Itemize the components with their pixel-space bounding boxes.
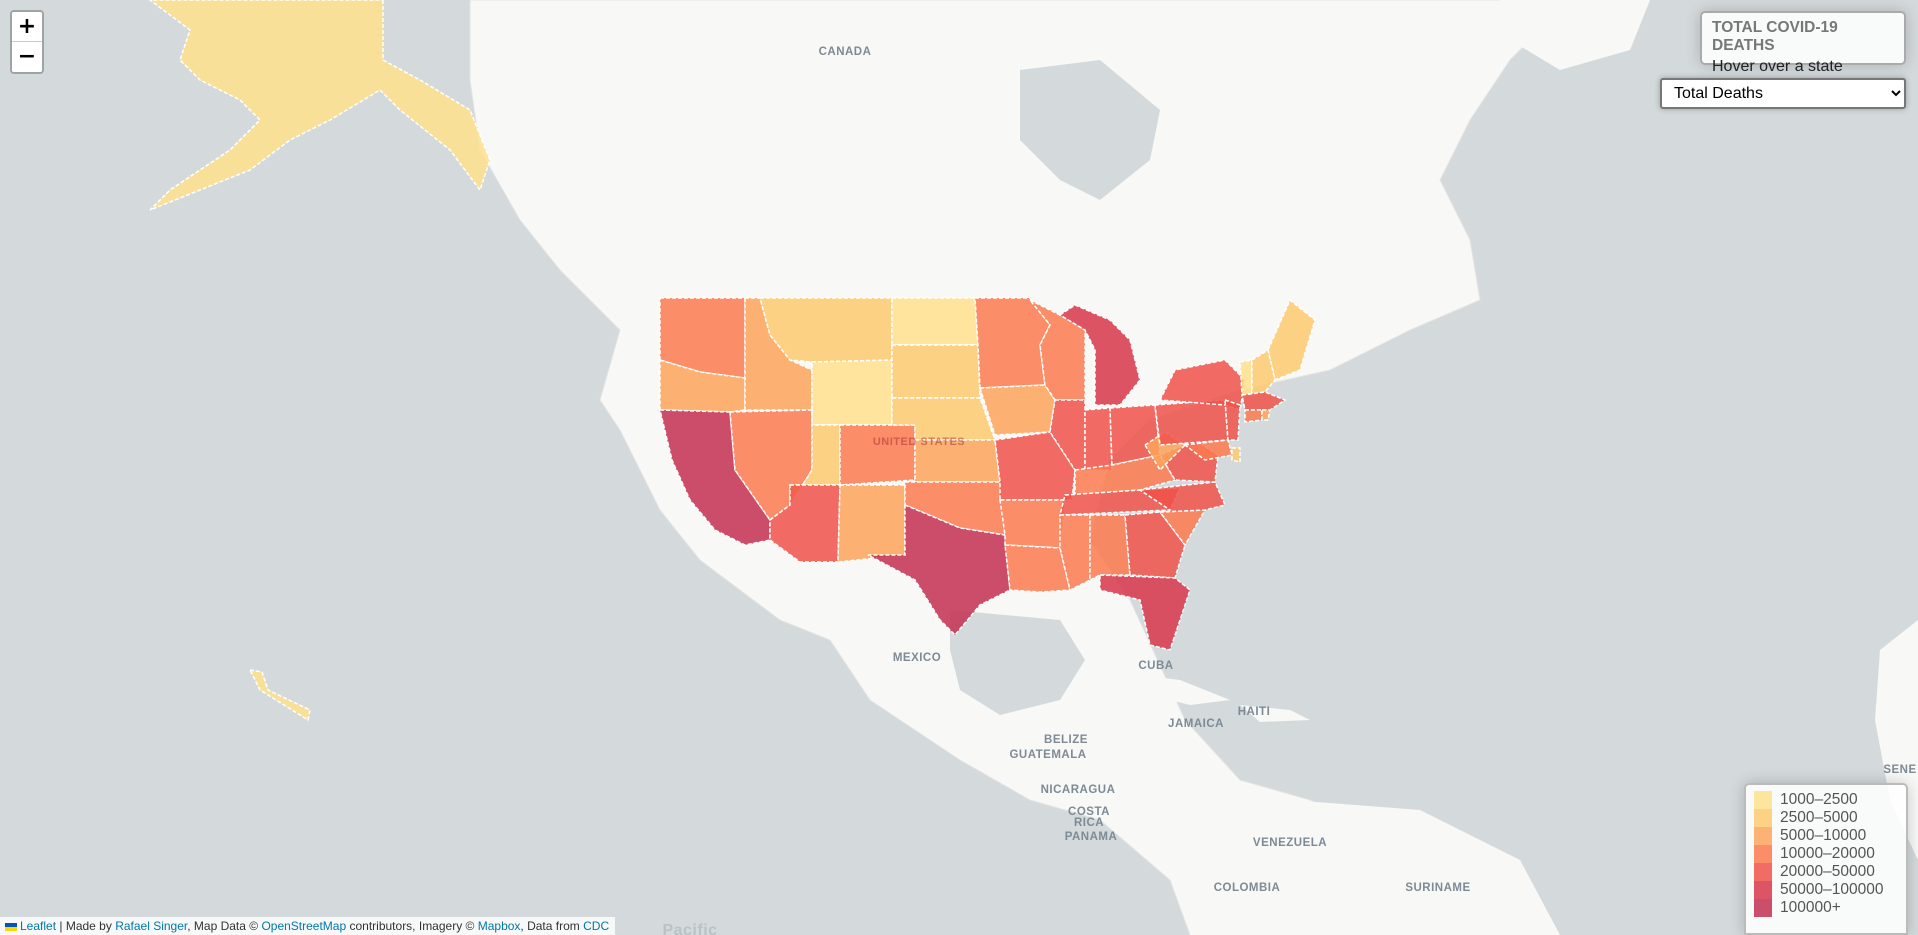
made-by-text: | Made by [56,919,116,933]
place-label: HAITI [1238,706,1271,718]
info-title: TOTAL COVID-19 DEATHS [1712,19,1838,54]
info-panel: TOTAL COVID-19 DEATHS Hover over a state [1700,11,1906,75]
gulf-of-mexico [950,610,1085,715]
state-ar[interactable] [999,499,1066,549]
state-tx[interactable] [867,503,1011,637]
state-al[interactable] [1089,514,1131,582]
state-nh[interactable] [1251,348,1276,396]
state-ak[interactable] [148,0,491,211]
map-data-text: , Map Data © [187,919,262,933]
hudson-bay [1020,60,1160,200]
state-ga[interactable] [1124,511,1186,579]
state-oh[interactable] [1109,404,1161,466]
metric-select[interactable]: Total Deaths [1660,78,1906,109]
legend-row: 10000–20000 [1754,845,1898,863]
legend-label: 1000–2500 [1780,791,1858,808]
legend-row: 1000–2500 [1754,791,1898,809]
state-mi[interactable] [1058,304,1141,406]
state-vt[interactable] [1239,359,1253,396]
place-label: UNITED STATES [873,436,965,448]
state-ct[interactable] [1244,409,1263,423]
author-link[interactable]: Rafael Singer [115,919,188,933]
legend-row: 5000–10000 [1754,827,1898,845]
legend-row: 2500–5000 [1754,809,1898,827]
place-label: SURINAME [1405,882,1470,894]
place-label: MEXICO [893,652,941,664]
legend-swatch [1754,863,1772,881]
land-greenland [1500,0,1650,70]
place-label: GUATEMALA [1009,749,1086,761]
land-south-america [1190,800,1560,935]
place-label: COSTA [1068,806,1110,818]
place-labels: CANADA UNITED STATES MEXICO CUBA HAITI JAMAIC… [662,46,1916,935]
place-label: CUBA [1138,660,1173,672]
land-hispaniola [1240,705,1310,722]
state-nj[interactable] [1224,398,1241,441]
legend-swatch [1754,791,1772,809]
legend-label: 20000–50000 [1780,863,1875,880]
legend-swatch [1754,899,1772,917]
info-subtitle: Hover over a state [1712,58,1843,75]
place-label: BELIZE [1044,734,1088,746]
state-pa[interactable] [1154,399,1229,446]
state-fl[interactable] [1099,574,1191,651]
legend-row: 50000–100000 [1754,881,1898,899]
state-ma[interactable] [1241,391,1287,411]
place-label: CANADA [819,46,872,58]
place-label: NICARAGUA [1041,784,1116,796]
zoom-in-button[interactable]: + [12,12,42,42]
place-label: SENE [1883,764,1916,776]
state-de[interactable] [1231,447,1241,463]
legend-row: 20000–50000 [1754,863,1898,881]
state-la[interactable] [1004,544,1071,593]
state-co[interactable] [839,424,916,486]
zoom-control: + − [10,10,44,74]
osm-link[interactable]: OpenStreetMap [261,919,347,933]
state-ny[interactable] [1158,359,1246,411]
legend-row: 100000+ [1754,899,1898,917]
leaflet-link[interactable]: Leaflet [20,919,57,933]
legend-label: 50000–100000 [1780,881,1884,898]
state-ms[interactable] [1059,514,1091,592]
state-sd[interactable] [891,344,981,399]
states-layer[interactable] [148,0,1316,722]
legend-label: 100000+ [1780,899,1841,916]
contributors-text: contributors, Imagery © [346,919,478,933]
state-sc[interactable] [1158,509,1207,547]
state-ri[interactable] [1261,409,1271,421]
place-label: Pacific [662,922,717,935]
state-nm[interactable] [837,484,906,563]
state-wy[interactable] [811,359,893,426]
cdc-link[interactable]: CDC [583,919,610,933]
place-label: JAMAICA [1168,718,1224,730]
legend-label: 10000–20000 [1780,845,1875,862]
legend: 1000–2500 2500–5000 5000–10000 10000–20000 2… [1744,783,1908,935]
legend-swatch [1754,881,1772,899]
ukraine-flag-icon [5,922,17,931]
attribution: Leaflet | Made by Rafael Singer, Map Dat… [0,917,616,935]
state-hi[interactable] [248,669,311,722]
legend-label: 5000–10000 [1780,827,1867,844]
zoom-out-button[interactable]: − [12,42,42,72]
place-label: RICA [1074,817,1104,829]
state-in[interactable] [1084,407,1113,471]
place-label: COLOMBIA [1214,882,1281,894]
legend-swatch [1754,845,1772,863]
place-label: PANAMA [1065,831,1118,843]
state-md[interactable] [1183,439,1233,461]
legend-label: 2500–5000 [1780,809,1858,826]
land-cuba [1100,670,1230,705]
legend-swatch [1754,827,1772,845]
place-label: VENEZUELA [1253,837,1327,849]
legend-swatch [1754,809,1772,827]
state-nd[interactable] [891,297,979,346]
data-from-text: , Data from [520,919,584,933]
mapbox-link[interactable]: Mapbox [477,919,521,933]
